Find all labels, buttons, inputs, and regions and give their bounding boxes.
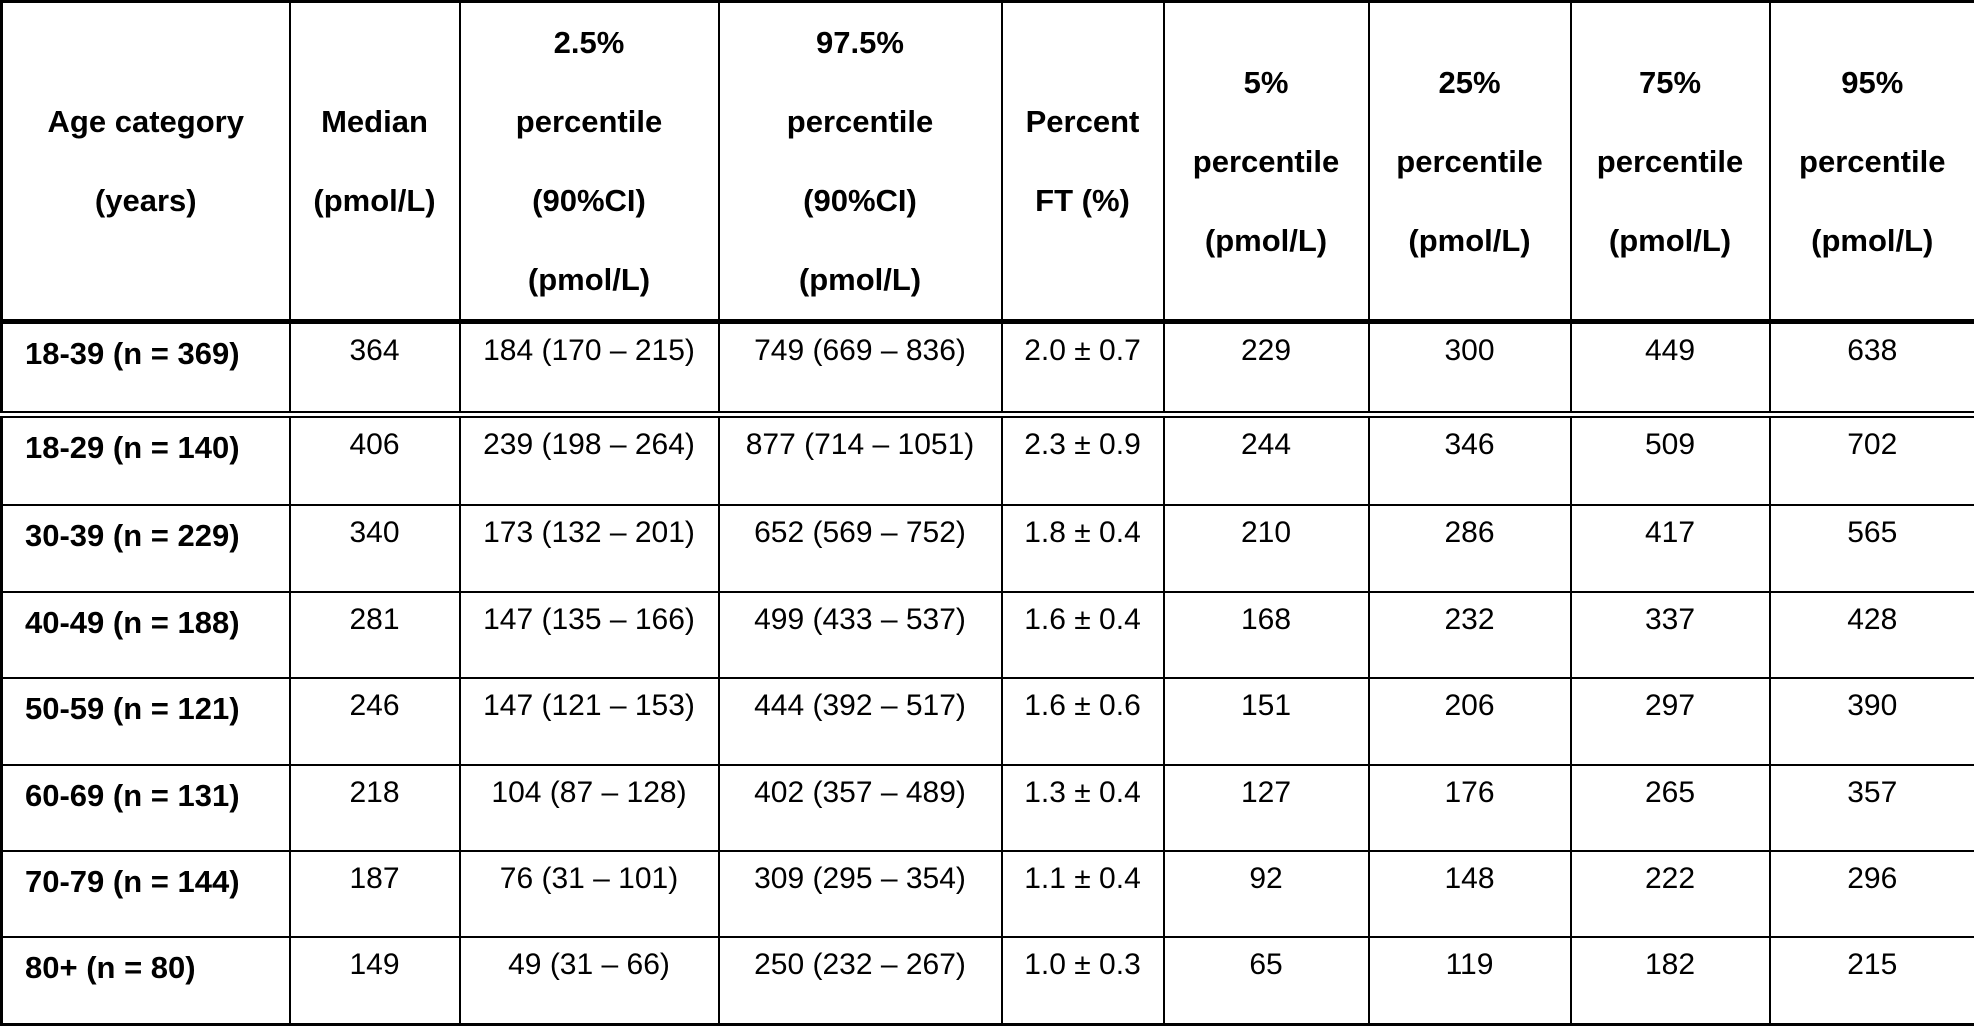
cell-p95: 215 — [1768, 936, 1974, 1026]
column-header-median: Median (pmol/L) — [288, 0, 461, 324]
cell-percent-ft: 1.1 ± 0.4 — [1000, 849, 1165, 939]
cell-p2-5: 76 (31 – 101) — [458, 849, 720, 939]
cell-age: 70-79 (n = 144) — [0, 849, 291, 939]
cell-p75: 182 — [1569, 936, 1771, 1026]
cell-p5: 244 — [1162, 413, 1370, 507]
column-header-p97-5: 97.5% percentile (90%CI) (pmol/L) — [717, 0, 1003, 324]
cell-percent-ft: 1.6 ± 0.4 — [1000, 590, 1165, 680]
cell-p95: 390 — [1768, 677, 1974, 766]
cell-p75: 417 — [1569, 504, 1771, 593]
cell-p75: 509 — [1569, 413, 1771, 507]
cell-p2-5: 147 (135 – 166) — [458, 590, 720, 680]
cell-p97-5: 444 (392 – 517) — [717, 677, 1003, 766]
cell-p97-5: 877 (714 – 1051) — [717, 413, 1003, 507]
table-row-40-49: 40-49 (n = 188) 281 147 (135 – 166) 499 … — [0, 590, 1974, 680]
cell-median: 340 — [288, 504, 461, 593]
table-row-30-39: 30-39 (n = 229) 340 173 (132 – 201) 652 … — [0, 504, 1974, 593]
cell-age: 80+ (n = 80) — [0, 936, 291, 1026]
cell-percent-ft: 1.6 ± 0.6 — [1000, 677, 1165, 766]
cell-p25: 119 — [1367, 936, 1572, 1026]
table-row-18-39: 18-39 (n = 369) 364 184 (170 – 215) 749 … — [0, 320, 1974, 419]
cell-p25: 148 — [1367, 849, 1572, 939]
table-row-50-59: 50-59 (n = 121) 246 147 (121 – 153) 444 … — [0, 677, 1974, 766]
cell-age: 30-39 (n = 229) — [0, 504, 291, 593]
cell-p2-5: 49 (31 – 66) — [458, 936, 720, 1026]
cell-p5: 65 — [1162, 936, 1370, 1026]
cell-p95: 638 — [1768, 320, 1974, 419]
cell-percent-ft: 2.0 ± 0.7 — [1000, 320, 1165, 419]
column-header-p95: 95% percentile (pmol/L) — [1768, 0, 1974, 324]
cell-age: 60-69 (n = 131) — [0, 763, 291, 852]
cell-age: 18-39 (n = 369) — [0, 320, 291, 419]
cell-p95: 702 — [1768, 413, 1974, 507]
column-header-p75: 75% percentile (pmol/L) — [1569, 0, 1771, 324]
table-row-18-29: 18-29 (n = 140) 406 239 (198 – 264) 877 … — [0, 413, 1974, 507]
cell-p5: 229 — [1162, 320, 1370, 419]
cell-p75: 222 — [1569, 849, 1771, 939]
cell-p97-5: 309 (295 – 354) — [717, 849, 1003, 939]
cell-p25: 286 — [1367, 504, 1572, 593]
cell-p2-5: 147 (121 – 153) — [458, 677, 720, 766]
cell-p2-5: 239 (198 – 264) — [458, 413, 720, 507]
cell-p75: 297 — [1569, 677, 1771, 766]
cell-p75: 449 — [1569, 320, 1771, 419]
column-header-p2-5: 2.5% percentile (90%CI) (pmol/L) — [458, 0, 720, 324]
cell-percent-ft: 2.3 ± 0.9 — [1000, 413, 1165, 507]
cell-p97-5: 749 (669 – 836) — [717, 320, 1003, 419]
table-row-70-79: 70-79 (n = 144) 187 76 (31 – 101) 309 (2… — [0, 849, 1974, 939]
cell-p97-5: 499 (433 – 537) — [717, 590, 1003, 680]
cell-p5: 151 — [1162, 677, 1370, 766]
cell-p5: 168 — [1162, 590, 1370, 680]
cell-p2-5: 184 (170 – 215) — [458, 320, 720, 419]
cell-median: 364 — [288, 320, 461, 419]
cell-p25: 176 — [1367, 763, 1572, 852]
cell-median: 406 — [288, 413, 461, 507]
cell-age: 18-29 (n = 140) — [0, 413, 291, 507]
cell-median: 149 — [288, 936, 461, 1026]
cell-p97-5: 250 (232 – 267) — [717, 936, 1003, 1026]
header-row: Age category (years) Median (pmol/L) 2.5… — [0, 0, 1974, 324]
cell-p25: 206 — [1367, 677, 1572, 766]
cell-age: 40-49 (n = 188) — [0, 590, 291, 680]
table-row-60-69: 60-69 (n = 131) 218 104 (87 – 128) 402 (… — [0, 763, 1974, 852]
cell-p5: 127 — [1162, 763, 1370, 852]
column-header-p25: 25% percentile (pmol/L) — [1367, 0, 1572, 324]
cell-p75: 265 — [1569, 763, 1771, 852]
cell-p95: 357 — [1768, 763, 1974, 852]
cell-percent-ft: 1.3 ± 0.4 — [1000, 763, 1165, 852]
cell-median: 246 — [288, 677, 461, 766]
cell-p25: 300 — [1367, 320, 1572, 419]
cell-p5: 92 — [1162, 849, 1370, 939]
cell-p2-5: 104 (87 – 128) — [458, 763, 720, 852]
table-row-80plus: 80+ (n = 80) 149 49 (31 – 66) 250 (232 –… — [0, 936, 1974, 1026]
cell-median: 187 — [288, 849, 461, 939]
column-header-age-category: Age category (years) — [0, 0, 291, 324]
cell-p97-5: 402 (357 – 489) — [717, 763, 1003, 852]
cell-p75: 337 — [1569, 590, 1771, 680]
cell-p95: 296 — [1768, 849, 1974, 939]
cell-percent-ft: 1.8 ± 0.4 — [1000, 504, 1165, 593]
cell-p2-5: 173 (132 – 201) — [458, 504, 720, 593]
cell-median: 218 — [288, 763, 461, 852]
cell-median: 281 — [288, 590, 461, 680]
cell-p95: 565 — [1768, 504, 1974, 593]
cell-p97-5: 652 (569 – 752) — [717, 504, 1003, 593]
cell-age: 50-59 (n = 121) — [0, 677, 291, 766]
cell-p95: 428 — [1768, 590, 1974, 680]
cell-p25: 232 — [1367, 590, 1572, 680]
cell-percent-ft: 1.0 ± 0.3 — [1000, 936, 1165, 1026]
cell-p25: 346 — [1367, 413, 1572, 507]
cell-p5: 210 — [1162, 504, 1370, 593]
column-header-p5: 5% percentile (pmol/L) — [1162, 0, 1370, 324]
column-header-percent-ft: Percent FT (%) — [1000, 0, 1165, 324]
